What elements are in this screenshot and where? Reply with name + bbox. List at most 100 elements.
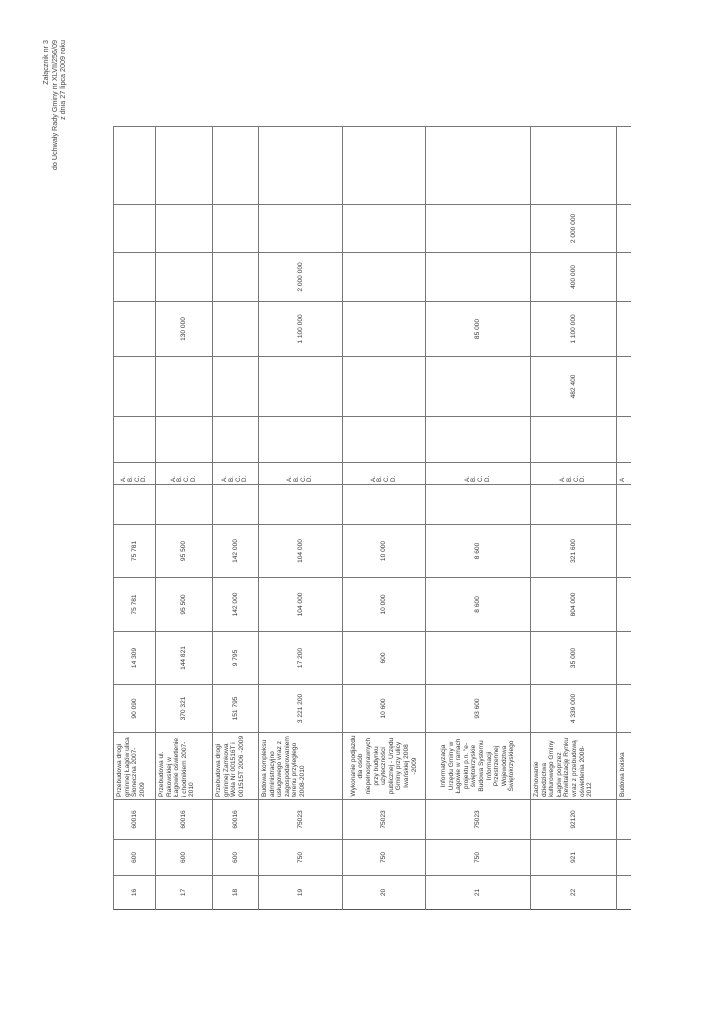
table-row: 19 750 75023 Budowa kompleksu administracyj…: [258, 126, 343, 910]
amount-c3: 95 500: [155, 524, 213, 578]
funding-source-codes: A. B. C. D.: [425, 462, 531, 485]
amount-c9: [258, 204, 343, 253]
section-code: 750: [425, 839, 531, 876]
abcd-text: A. B. C. D.: [559, 475, 587, 482]
amount-c1: 144 821: [155, 631, 213, 685]
amount-c7: 130 000: [155, 301, 213, 357]
amount-c5: [530, 416, 617, 463]
amount-c5: [113, 416, 156, 463]
amount-c1: 9 795: [212, 631, 259, 685]
amount-c5: [616, 416, 631, 463]
task-name: Budowa kompleksu administracyjno usługow…: [258, 732, 343, 800]
amount-c8: 2 000 000: [258, 252, 343, 302]
investment-table: 16 600 60016 Przebudowa drogi gminnej Łagów…: [113, 126, 631, 910]
amount-c5: [155, 416, 213, 463]
amount-c2: 8 600: [425, 577, 531, 632]
section-code: 750: [258, 839, 343, 876]
amount-c2: [616, 577, 631, 632]
amount-c1: 600: [342, 631, 426, 685]
task-name: Wykonanie podjazdu dla osób niepełnospra…: [342, 732, 426, 800]
amount-c9: [342, 204, 426, 253]
amount-c8: [212, 252, 259, 302]
chapter-code: 92120: [530, 799, 617, 840]
amount-c8: 400 000: [530, 252, 617, 302]
total-value: 370 321: [155, 684, 213, 733]
amount-c10: [425, 126, 531, 205]
amount-c9: [113, 204, 156, 253]
table-row: 17 600 60016 Przebudowa ul. Rakowskiej w Ła…: [155, 126, 213, 910]
total-value: 4 339 000: [530, 684, 617, 733]
amount-c10: [113, 126, 156, 205]
amount-c10: [342, 126, 426, 205]
amount-c10: [258, 126, 343, 205]
amount-c4: [113, 484, 156, 525]
section-code: 600: [212, 839, 259, 876]
amount-c2: 104 000: [258, 577, 343, 632]
section-code: 600: [155, 839, 213, 876]
funding-source-codes: A. B. C. D.: [155, 462, 213, 485]
amount-c10: [212, 126, 259, 205]
row-number: 17: [155, 875, 213, 910]
funding-source-codes: A. B. C. D.: [342, 462, 426, 485]
task-name: Budowa boiska: [616, 732, 631, 800]
amount-c3: 142 000: [212, 524, 259, 578]
table-row: Budowa boiska A: [616, 126, 631, 910]
amount-c9: 2 000 000: [530, 204, 617, 253]
amount-c9: [212, 204, 259, 253]
amount-c5: [258, 416, 343, 463]
amount-c2: 95 500: [155, 577, 213, 632]
chapter-code: 60016: [155, 799, 213, 840]
funding-source-codes: A. B. C. D.: [212, 462, 259, 485]
task-name: Informatyzacja Urzędu Gminy w Łagowie w …: [425, 732, 531, 800]
amount-c7: [342, 301, 426, 357]
amount-c1: 17 200: [258, 631, 343, 685]
total-value: [616, 684, 631, 733]
abcd-text: A. B. C. D.: [463, 475, 491, 482]
amount-c8: [425, 252, 531, 302]
amount-c10: [530, 126, 617, 205]
task-name: Przebudowa drogi gminnej Zamkowa Wola Nr…: [212, 732, 259, 800]
amount-c3: [616, 524, 631, 578]
amount-c9: [155, 204, 213, 253]
table-row: 21 750 75023 Informatyzacja Urzędu Gminy w …: [425, 126, 531, 910]
row-number: 18: [212, 875, 259, 910]
amount-c6: [258, 356, 343, 417]
table-row: 22 921 92120 Zachowanie dziedzictwa kulturo…: [530, 126, 617, 910]
chapter-code: 60016: [113, 799, 156, 840]
amount-c6: 482 400: [530, 356, 617, 417]
amount-c7: 85 000: [425, 301, 531, 357]
amount-c6: [155, 356, 213, 417]
amount-c4: [155, 484, 213, 525]
total-value: 151 795: [212, 684, 259, 733]
row-number: 21: [425, 875, 531, 910]
chapter-code: 75023: [258, 799, 343, 840]
amount-c7: 1 100 000: [530, 301, 617, 357]
amount-c3: 321 600: [530, 524, 617, 578]
amount-c5: [212, 416, 259, 463]
funding-source-codes: A. B. C. D.: [258, 462, 343, 485]
amount-c10: [616, 126, 631, 205]
total-value: 90 090: [113, 684, 156, 733]
amount-c6: [425, 356, 531, 417]
chapter-code: 75023: [425, 799, 531, 840]
amount-c2: 804 000: [530, 577, 617, 632]
amount-c4: [530, 484, 617, 525]
task-name: Przebudowa drogi gminnej Łagów ulica Sło…: [113, 732, 156, 800]
task-name: Przebudowa ul. Rakowskiej w Łagowie oświ…: [155, 732, 213, 800]
amount-c3: 104 000: [258, 524, 343, 578]
amount-c6: [113, 356, 156, 417]
total-value: 10 600: [342, 684, 426, 733]
total-value: 3 221 200: [258, 684, 343, 733]
amount-c6: [342, 356, 426, 417]
row-number: 16: [113, 875, 156, 910]
abcd-text: A. B. C. D.: [221, 475, 249, 482]
amount-c5: [425, 416, 531, 463]
amount-c2: 142 000: [212, 577, 259, 632]
amount-c4: [258, 484, 343, 525]
row-number: 22: [530, 875, 617, 910]
table-row: 20 750 75023 Wykonanie podjazdu dla osób ni…: [342, 126, 426, 910]
amount-c8: [616, 252, 631, 302]
funding-source-codes: A. B. C. D.: [530, 462, 617, 485]
amount-c6: [616, 356, 631, 417]
amount-c4: [616, 484, 631, 525]
